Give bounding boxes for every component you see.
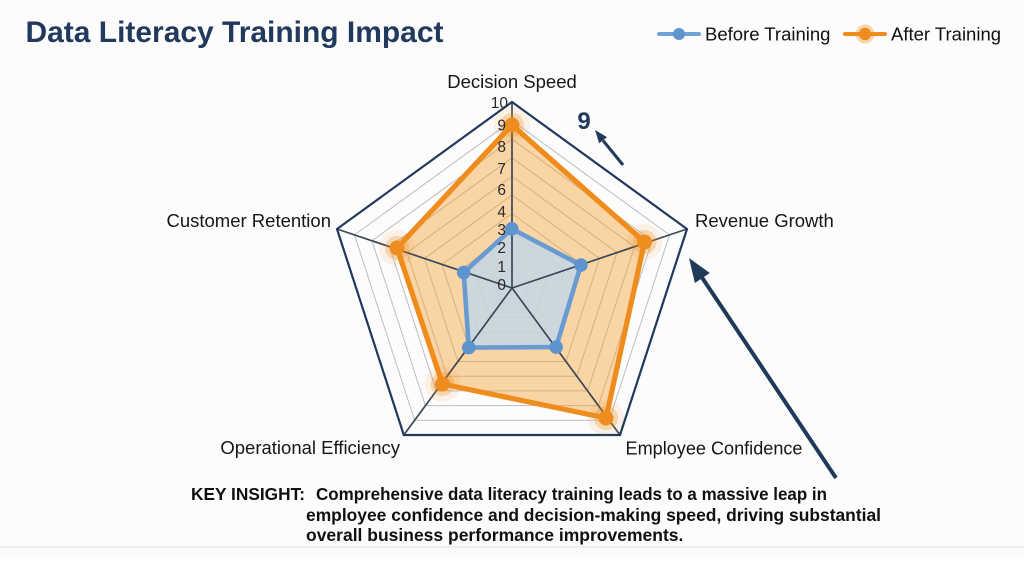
svg-text:9: 9 (577, 108, 590, 135)
svg-text:4: 4 (497, 204, 506, 221)
svg-text:Decision Speed: Decision Speed (447, 71, 577, 92)
svg-text:After Training: After Training (891, 24, 1001, 45)
svg-text:8: 8 (497, 139, 506, 156)
svg-text:Revenue Growth: Revenue Growth (695, 210, 834, 231)
svg-text:9: 9 (497, 118, 506, 135)
svg-text:Customer Retention: Customer Retention (166, 210, 331, 231)
svg-text:Operational Efficiency: Operational Efficiency (220, 437, 400, 458)
svg-text:employee confidence and decisi: employee confidence and decision-making … (306, 505, 881, 525)
svg-text:KEY INSIGHT:: KEY INSIGHT: (191, 484, 305, 504)
svg-text:7: 7 (497, 161, 506, 178)
svg-text:Before Training: Before Training (705, 24, 830, 45)
svg-text:10: 10 (491, 95, 509, 112)
svg-text:Employee Confidence: Employee Confidence (626, 439, 803, 459)
svg-text:0: 0 (497, 277, 506, 294)
svg-text:Comprehensive data literacy tr: Comprehensive data literacy training lea… (316, 484, 827, 504)
svg-text:3: 3 (497, 222, 506, 239)
svg-text:Data Literacy Training Impact: Data Literacy Training Impact (26, 16, 444, 49)
svg-text:1: 1 (497, 259, 506, 276)
svg-text:overall business performance i: overall business performance improvement… (306, 525, 683, 545)
svg-text:6: 6 (497, 182, 506, 199)
svg-text:2: 2 (497, 240, 506, 257)
